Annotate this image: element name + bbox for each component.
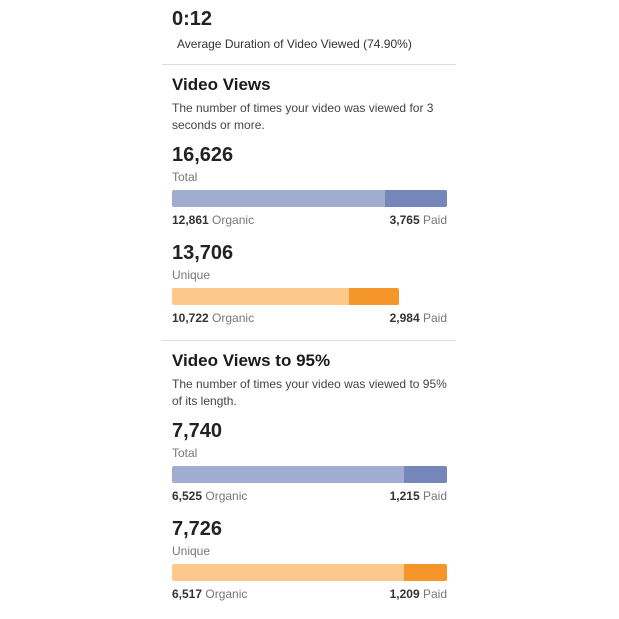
- paid-label: Paid: [422, 311, 447, 325]
- section-divider: [162, 64, 456, 65]
- metric-value: 7,740: [172, 420, 223, 442]
- section-title: Video Views: [172, 75, 271, 94]
- paid-count: 1,209: [389, 587, 420, 601]
- section-divider: [162, 340, 456, 341]
- metric-label: Total: [172, 446, 198, 460]
- bar-legend: 12,861 Organic 3,765 Paid: [172, 213, 447, 227]
- paid-count: 1,215: [389, 489, 420, 503]
- organic-label: Organic: [205, 587, 248, 601]
- paid-segment: [384, 190, 447, 207]
- metric-value: 16,626: [172, 144, 234, 166]
- paid-count: 3,765: [389, 213, 420, 227]
- organic-segment: [172, 288, 350, 305]
- stacked-bar: [172, 466, 447, 483]
- section-1: Video Views to 95% The number of times yo…: [162, 351, 447, 606]
- organic-label: Organic: [212, 311, 255, 325]
- metric-label: Unique: [172, 268, 211, 282]
- stacked-bar: [172, 190, 447, 207]
- section-title: Video Views to 95%: [172, 351, 331, 370]
- bar-legend: 10,722 Organic 2,984 Paid: [172, 311, 447, 325]
- metric: 13,706 Unique 10,722 Organic 2,984 Paid: [172, 242, 447, 330]
- average-duration-label: Average Duration of Video Viewed (74.90%…: [177, 37, 412, 51]
- metric: 16,626 Total 12,861 Organic 3,765 Paid: [172, 144, 447, 232]
- organic-label: Organic: [205, 489, 248, 503]
- section-description: The number of times your video was viewe…: [172, 101, 434, 132]
- paid-segment: [403, 564, 447, 581]
- metric: 7,740 Total 6,525 Organic 1,215 Paid: [172, 420, 447, 508]
- organic-count: 12,861: [172, 213, 209, 227]
- paid-label: Paid: [422, 489, 447, 503]
- metric-value: 13,706: [172, 242, 234, 264]
- paid-label: Paid: [422, 587, 447, 601]
- organic-count: 10,722: [172, 311, 209, 325]
- paid-count: 2,984: [389, 311, 420, 325]
- average-duration-value: 0:12: [172, 8, 213, 30]
- metric-label: Unique: [172, 544, 211, 558]
- section-description: The number of times your video was viewe…: [172, 377, 447, 408]
- organic-label: Organic: [212, 213, 255, 227]
- stacked-bar: [172, 564, 447, 581]
- section-0: Video Views The number of times your vide…: [162, 75, 447, 330]
- organic-segment: [172, 564, 404, 581]
- paid-segment: [349, 288, 399, 305]
- metric: 7,726 Unique 6,517 Organic 1,209 Paid: [172, 518, 447, 606]
- bar-legend: 6,517 Organic 1,209 Paid: [172, 587, 447, 601]
- video-insights-panel: 0:12 Average Duration of Video Viewed (7…: [162, 0, 456, 606]
- metric-label: Total: [172, 170, 198, 184]
- organic-count: 6,517: [172, 587, 203, 601]
- stacked-bar: [172, 288, 399, 305]
- paid-segment: [403, 466, 447, 483]
- paid-label: Paid: [422, 213, 447, 227]
- metric-value: 7,726: [172, 518, 223, 540]
- organic-count: 6,525: [172, 489, 203, 503]
- organic-segment: [172, 190, 385, 207]
- organic-segment: [172, 466, 404, 483]
- bar-legend: 6,525 Organic 1,215 Paid: [172, 489, 447, 503]
